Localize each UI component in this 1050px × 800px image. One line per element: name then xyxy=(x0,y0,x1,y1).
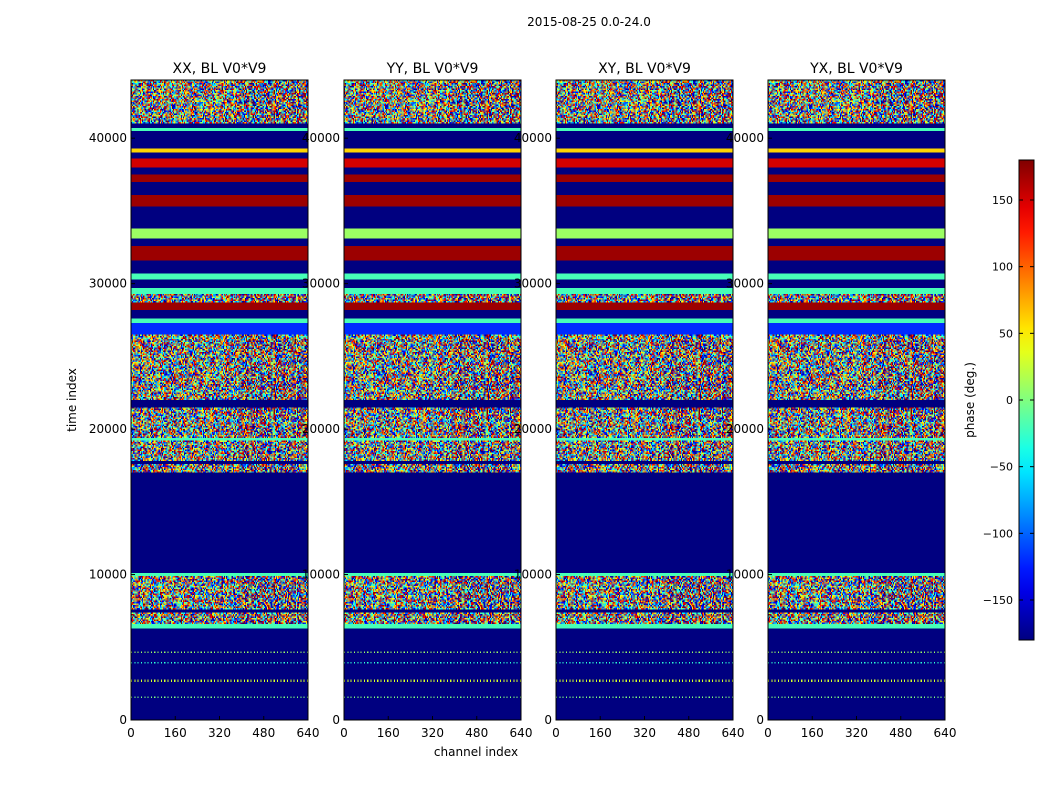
colorbar-tick-label: 50 xyxy=(999,327,1013,340)
heatmap-image xyxy=(768,80,945,720)
x-tick-label: 640 xyxy=(934,726,957,740)
panels: XX, BL V0*V9 0 160 320 480 640 0 10000 20000 3000… xyxy=(89,61,957,740)
heatmap-image xyxy=(131,80,308,720)
colorbar-tick-label: −150 xyxy=(983,594,1013,607)
colorbar-tick-label: 0 xyxy=(1006,394,1013,407)
y-tick-label: 0 xyxy=(332,713,340,727)
panel-2: YY, BL V0*V9 0 160 320 480 640 0 10000 20000 3000… xyxy=(302,61,533,740)
y-tick-label: 30000 xyxy=(89,277,127,291)
y-tick-label: 30000 xyxy=(726,277,764,291)
x-tick-label: 640 xyxy=(510,726,533,740)
x-tick-label: 320 xyxy=(845,726,868,740)
colorbar-tick-label: 100 xyxy=(992,261,1013,274)
x-tick-label: 480 xyxy=(465,726,488,740)
x-tick-label: 160 xyxy=(589,726,612,740)
x-tick-label: 0 xyxy=(127,726,135,740)
y-tick-label: 10000 xyxy=(726,568,764,582)
y-tick-label: 0 xyxy=(119,713,127,727)
y-tick-label: 20000 xyxy=(726,422,764,436)
y-tick-label: 40000 xyxy=(302,131,340,145)
x-tick-label: 480 xyxy=(889,726,912,740)
y-tick-label: 40000 xyxy=(514,131,552,145)
y-tick-label: 20000 xyxy=(514,422,552,436)
y-axis-label: time index xyxy=(65,368,79,432)
colorbar-tick-label: −100 xyxy=(983,527,1013,540)
figure-suptitle: 2015-08-25 0.0-24.0 xyxy=(527,15,651,29)
x-tick-label: 640 xyxy=(722,726,745,740)
panel-title: XY, BL V0*V9 xyxy=(598,61,691,77)
y-tick-label: 30000 xyxy=(302,277,340,291)
panel-title: YX, BL V0*V9 xyxy=(809,61,903,77)
colorbar: −150 −100 −50 0 50 100 150 xyxy=(983,159,1035,641)
x-tick-label: 480 xyxy=(677,726,700,740)
panel-title: YY, BL V0*V9 xyxy=(386,61,479,77)
y-tick-label: 0 xyxy=(756,713,764,727)
x-tick-label: 480 xyxy=(252,726,275,740)
x-tick-label: 160 xyxy=(164,726,187,740)
x-tick-label: 0 xyxy=(552,726,560,740)
y-tick-label: 40000 xyxy=(89,131,127,145)
x-tick-label: 320 xyxy=(208,726,231,740)
panel-3: XY, BL V0*V9 0 160 320 480 640 0 10000 20000 3000… xyxy=(514,61,745,740)
y-tick-label: 10000 xyxy=(514,568,552,582)
panel-title: XX, BL V0*V9 xyxy=(173,61,267,77)
colorbar-label: phase (deg.) xyxy=(963,362,977,438)
y-tick-label: 10000 xyxy=(89,568,127,582)
y-tick-label: 10000 xyxy=(302,568,340,582)
y-tick-label: 20000 xyxy=(302,422,340,436)
x-tick-label: 0 xyxy=(340,726,348,740)
x-tick-label: 160 xyxy=(377,726,400,740)
panel-4: YX, BL V0*V9 0 160 320 480 640 0 10000 20000 3000… xyxy=(726,61,957,740)
colorbar-tick-label: 150 xyxy=(992,194,1013,207)
y-tick-label: 30000 xyxy=(514,277,552,291)
x-tick-label: 320 xyxy=(421,726,444,740)
x-tick-label: 160 xyxy=(801,726,824,740)
x-tick-label: 0 xyxy=(764,726,772,740)
x-tick-label: 640 xyxy=(297,726,320,740)
panel-1: XX, BL V0*V9 0 160 320 480 640 0 10000 20000 3000… xyxy=(89,61,320,740)
x-axis-label: channel index xyxy=(434,745,518,759)
x-tick-label: 320 xyxy=(633,726,656,740)
colorbar-tick-label: −50 xyxy=(990,461,1013,474)
y-tick-label: 20000 xyxy=(89,422,127,436)
heatmap-image xyxy=(556,80,733,720)
y-tick-label: 0 xyxy=(544,713,552,727)
y-tick-label: 40000 xyxy=(726,131,764,145)
heatmap-image xyxy=(344,80,521,720)
